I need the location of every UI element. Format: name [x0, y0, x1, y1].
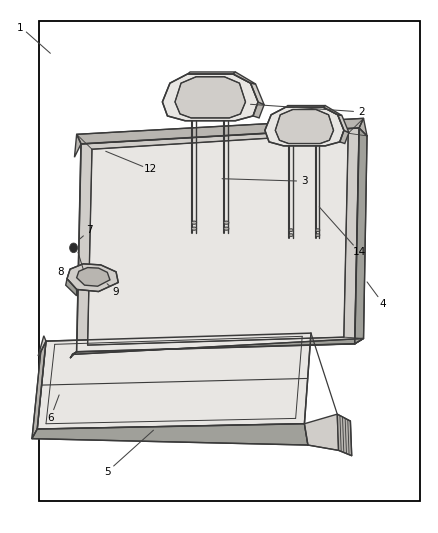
Ellipse shape [191, 221, 197, 224]
Polygon shape [74, 134, 81, 157]
Polygon shape [77, 268, 110, 286]
Text: 12: 12 [144, 165, 157, 174]
Bar [39, 21, 420, 501]
Text: 5: 5 [104, 467, 111, 477]
Text: 7: 7 [86, 225, 93, 235]
Polygon shape [72, 338, 364, 354]
Polygon shape [77, 128, 359, 352]
Polygon shape [88, 133, 348, 345]
Polygon shape [187, 72, 236, 74]
Polygon shape [337, 414, 352, 456]
Polygon shape [66, 279, 77, 296]
Polygon shape [355, 128, 367, 344]
Polygon shape [67, 264, 118, 292]
Ellipse shape [289, 234, 293, 237]
Ellipse shape [316, 229, 320, 231]
Text: 8: 8 [57, 267, 64, 277]
Text: 6: 6 [47, 414, 54, 423]
Ellipse shape [316, 234, 320, 237]
Text: 14: 14 [353, 247, 366, 256]
Ellipse shape [224, 221, 229, 224]
Polygon shape [175, 77, 245, 118]
Polygon shape [286, 106, 325, 107]
Polygon shape [38, 336, 46, 356]
Polygon shape [251, 83, 264, 104]
Ellipse shape [191, 227, 197, 230]
Polygon shape [70, 352, 77, 358]
Polygon shape [338, 115, 349, 133]
Circle shape [70, 243, 78, 253]
Polygon shape [162, 74, 258, 120]
Text: 1: 1 [16, 23, 23, 33]
Text: 4: 4 [380, 299, 387, 309]
Polygon shape [265, 107, 344, 146]
Polygon shape [37, 333, 311, 429]
Polygon shape [340, 131, 349, 143]
Polygon shape [359, 118, 367, 136]
Polygon shape [32, 424, 308, 445]
Text: 3: 3 [301, 176, 308, 186]
Ellipse shape [224, 227, 229, 230]
Polygon shape [275, 109, 334, 143]
Polygon shape [253, 102, 264, 118]
Polygon shape [323, 106, 342, 116]
Polygon shape [304, 414, 339, 450]
Text: 9: 9 [113, 287, 120, 297]
Polygon shape [77, 118, 364, 144]
Polygon shape [32, 341, 46, 439]
Ellipse shape [289, 229, 293, 231]
Polygon shape [233, 72, 255, 84]
Text: 2: 2 [358, 107, 365, 117]
